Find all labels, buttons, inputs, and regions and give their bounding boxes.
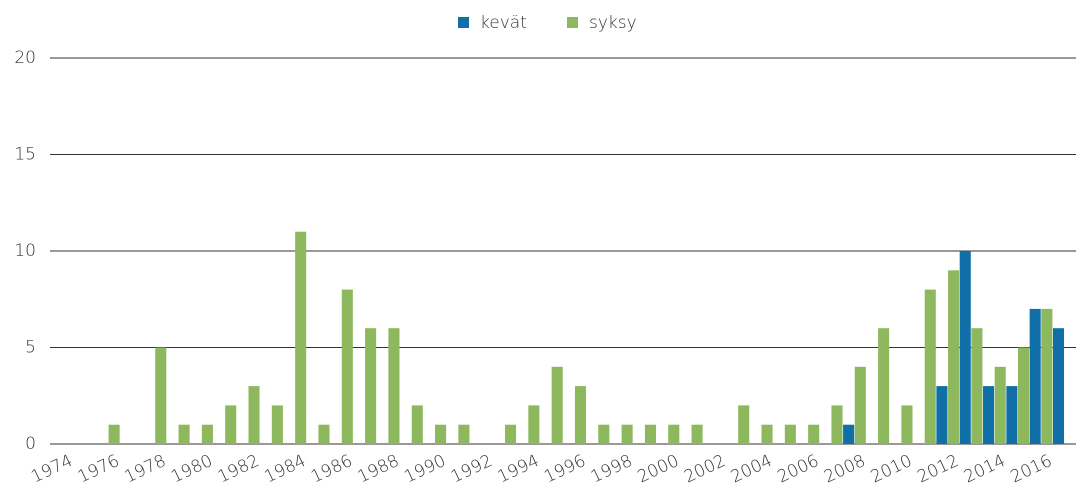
bar [983,386,995,444]
x-tick-label: 1998 [588,451,636,487]
bar [411,405,423,444]
x-tick-label: 1974 [28,451,76,487]
legend-label: kevät [480,13,527,33]
bar [621,424,633,444]
bar [1006,386,1018,444]
bar [248,386,260,444]
x-tick-label: 1976 [75,451,123,487]
x-tick-label: 1992 [448,451,496,487]
bar [831,405,843,444]
x-tick-label: 1994 [495,451,543,487]
bar [924,289,936,444]
bar [1017,347,1030,444]
x-tick-label: 2002 [681,451,729,487]
bar [108,424,120,444]
bar [504,424,517,444]
bar [971,328,983,444]
bar [644,424,656,444]
x-tick-label: 2006 [774,451,822,487]
y-tick-label: 0 [25,434,36,454]
x-tick-label: 1982 [215,451,263,487]
legend-swatch [458,17,469,28]
x-tick-label: 1990 [401,451,449,487]
bar [365,328,377,444]
x-tick-label: 2000 [634,451,682,487]
bar [551,366,563,444]
x-tick-label: 1980 [168,451,216,487]
bar [318,424,330,444]
bar [668,424,680,444]
bar [691,424,703,444]
bar [959,251,971,444]
bar [784,424,796,444]
x-tick-label: 2016 [1008,451,1056,487]
bar [901,405,913,444]
x-tick-label: 2004 [728,451,776,487]
bar [435,424,447,444]
y-tick-label: 20 [14,48,36,68]
bar [1041,308,1053,444]
bar [1029,308,1041,444]
x-tick-label: 1986 [308,451,356,487]
y-tick-label: 15 [14,145,36,165]
bar [271,405,283,444]
bar [936,386,948,444]
x-tick-label: 2010 [868,451,916,487]
bar [295,231,307,444]
bar [155,347,167,444]
bar [948,270,960,444]
bar [761,424,773,444]
bar [528,405,540,444]
bar [994,366,1006,444]
x-tick-label: 1978 [121,451,169,487]
x-tick-label: 1988 [355,451,403,487]
bar [201,424,213,444]
x-tick-label: 2012 [914,451,962,487]
bar [738,405,750,444]
y-tick-label: 10 [14,241,36,261]
bar [598,424,610,444]
bar [1052,328,1065,444]
legend-label: syksy [589,13,637,33]
bar [458,424,470,444]
bar [225,405,237,444]
bar [574,386,587,444]
x-tick-label: 1996 [541,451,589,487]
bar [878,328,890,444]
y-tick-label: 5 [25,338,36,358]
bar [341,289,353,444]
x-tick-label: 2008 [821,451,869,487]
bar [178,424,190,444]
legend-swatch [567,17,578,28]
x-tick-label: 1984 [261,451,309,487]
x-tick-label: 2014 [961,451,1009,487]
bar [854,366,866,444]
bar [843,424,855,444]
bar [388,328,400,444]
bar [808,424,820,444]
